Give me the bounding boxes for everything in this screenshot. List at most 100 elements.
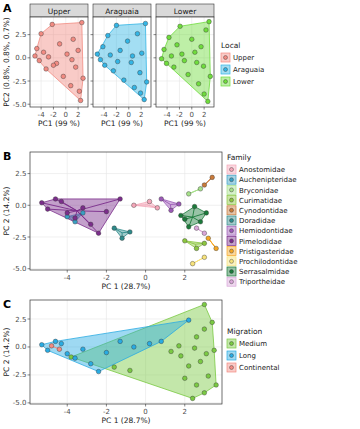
spider-line xyxy=(48,209,77,211)
legend-key-point xyxy=(224,80,228,84)
tick xyxy=(191,107,192,110)
legend-key-point xyxy=(230,354,234,358)
point xyxy=(138,70,143,75)
tick xyxy=(28,374,31,375)
point xyxy=(96,231,101,236)
tick xyxy=(28,205,31,206)
point xyxy=(186,192,191,197)
point xyxy=(39,342,44,347)
tick-label: 2.5 xyxy=(15,31,26,39)
point xyxy=(125,39,130,44)
hull xyxy=(97,23,146,99)
point xyxy=(73,65,78,70)
tick xyxy=(116,107,117,110)
point xyxy=(202,231,207,236)
point xyxy=(182,217,187,222)
strip xyxy=(30,4,88,17)
tick xyxy=(91,34,94,35)
tick-label: 0 xyxy=(190,111,194,119)
point xyxy=(33,54,38,59)
point xyxy=(102,63,107,68)
point xyxy=(132,203,137,208)
point xyxy=(189,37,194,42)
panel: Lower-4-202PC1 (99 %) xyxy=(154,4,215,128)
spider-line xyxy=(61,201,77,210)
tick-label: 0 xyxy=(143,274,147,282)
tick xyxy=(141,107,142,110)
point xyxy=(202,391,207,396)
plot-background xyxy=(30,17,88,107)
tick-label: 0.0 xyxy=(15,202,26,210)
point xyxy=(51,63,56,68)
point xyxy=(71,37,76,42)
point xyxy=(164,61,169,66)
point xyxy=(96,369,101,374)
strip-label: Araguaia xyxy=(105,7,139,16)
point xyxy=(88,222,93,227)
grid-line xyxy=(30,104,88,105)
point xyxy=(214,246,219,251)
plot-background xyxy=(30,300,222,404)
x-axis-label: PC1 (99 %) xyxy=(38,119,80,128)
legend-key xyxy=(221,77,230,86)
legend: FamilyAnostomidaeAuchenipteridaeBryconid… xyxy=(227,153,297,286)
tick-label: -5.0 xyxy=(13,265,27,273)
legend-title: Migration xyxy=(227,327,263,336)
point xyxy=(98,57,103,62)
panel: Araguaia-4-202PC1 (99 %) xyxy=(91,4,152,128)
point xyxy=(190,261,195,266)
legend-label: Prochilodontidae xyxy=(239,258,297,266)
point xyxy=(49,344,54,349)
point xyxy=(201,64,206,69)
tick xyxy=(104,107,105,110)
legend-key xyxy=(227,185,236,194)
point xyxy=(206,99,211,104)
point xyxy=(210,320,215,325)
point xyxy=(57,42,62,47)
legend-key xyxy=(227,277,236,286)
legend-label: Auchenipteridae xyxy=(239,176,297,184)
tick xyxy=(28,268,31,269)
point xyxy=(159,197,164,202)
tick xyxy=(154,81,157,82)
point xyxy=(68,83,73,88)
legend-label: Continental xyxy=(239,364,280,372)
legend-label: Doradidae xyxy=(239,217,275,225)
panel-letter: A xyxy=(3,2,12,15)
point xyxy=(112,226,117,231)
point xyxy=(208,74,213,79)
legend-key-point xyxy=(224,68,228,72)
point xyxy=(104,209,109,214)
spider-line xyxy=(77,199,120,211)
legend-label: Medium xyxy=(239,340,267,348)
point xyxy=(172,65,177,70)
legend-key-point xyxy=(230,178,234,182)
tick xyxy=(28,57,31,58)
legend-key-point xyxy=(230,208,234,212)
point xyxy=(112,365,117,370)
point xyxy=(88,361,93,366)
tick xyxy=(67,270,68,273)
point xyxy=(106,33,111,38)
tick xyxy=(145,404,146,407)
point xyxy=(147,341,152,346)
point xyxy=(65,351,70,356)
plot-frame xyxy=(156,17,214,107)
point xyxy=(186,225,191,230)
data-layer xyxy=(39,302,218,401)
point xyxy=(61,74,66,79)
panel-letter: B xyxy=(3,150,11,163)
panel: C-4-202-5.0-2.50.02.5PC 1 (28.7%)PC 2 (1… xyxy=(2,298,222,425)
legend-label: Long xyxy=(239,352,256,360)
point xyxy=(81,347,86,352)
point xyxy=(130,54,135,59)
tick xyxy=(184,404,185,407)
plot-background xyxy=(156,17,214,107)
legend-key xyxy=(227,165,236,174)
plot-background xyxy=(93,17,151,107)
point xyxy=(192,346,197,351)
legend-key-point xyxy=(230,229,234,233)
data-layer xyxy=(33,20,86,103)
tick-label: -2.5 xyxy=(13,371,27,379)
point xyxy=(186,318,191,323)
